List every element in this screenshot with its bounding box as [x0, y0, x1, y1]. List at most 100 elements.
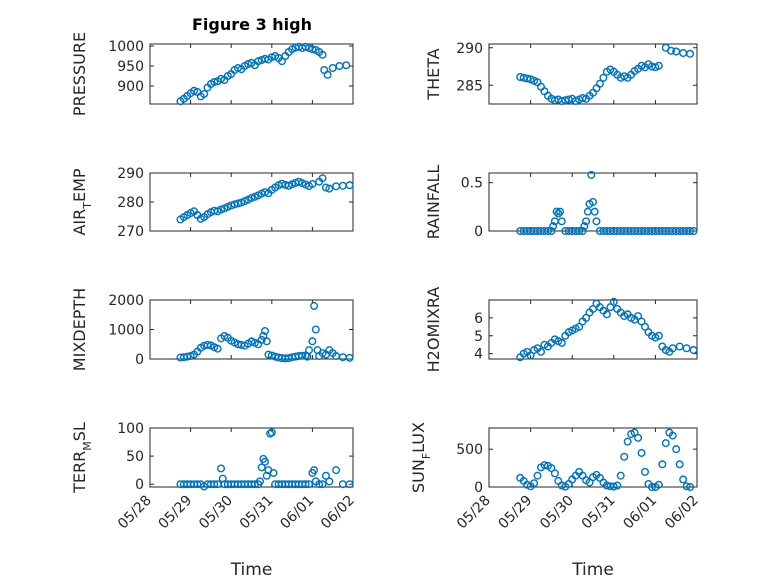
- x-axis-label: Time: [571, 560, 614, 580]
- data-point: [203, 340, 212, 349]
- data-point: [682, 344, 691, 353]
- data-point: [325, 184, 334, 193]
- data-point: [540, 461, 549, 470]
- y-axis-label: AIRTEMP: [70, 168, 94, 235]
- y-tick-label: 0: [474, 224, 483, 240]
- data-point: [578, 93, 587, 102]
- subplot-mixdepth: 0 1000 2000 MIXDEPTH: [70, 288, 354, 371]
- data-point: [301, 480, 310, 489]
- data-point: [602, 310, 611, 319]
- data-point: [654, 331, 663, 340]
- data-point: [217, 464, 226, 473]
- data-point: [557, 338, 566, 347]
- data-point: [647, 483, 656, 492]
- x-tick-label: 05/31: [579, 493, 619, 533]
- y-tick-label: 0: [135, 477, 144, 493]
- data-point: [523, 74, 532, 83]
- x-tick-label: 06/02: [662, 493, 702, 533]
- data-point: [595, 79, 604, 88]
- data-point: [308, 45, 317, 54]
- data-point: [654, 61, 663, 70]
- data-point: [310, 466, 319, 475]
- data-point: [345, 353, 354, 362]
- data-point: [547, 226, 556, 235]
- data-point: [227, 201, 236, 210]
- data-point: [634, 312, 643, 321]
- y-tick-label: 950: [117, 59, 144, 75]
- y-axis-label-sub: M: [81, 441, 94, 451]
- data-point: [686, 226, 695, 235]
- y-axis-label-main: THETA: [424, 48, 443, 100]
- subplot-rainfall: 0 0.5 RAINFALL: [424, 165, 698, 240]
- y-axis-label-main: TERR: [70, 451, 89, 494]
- x-tick-label: 06/01: [620, 493, 660, 533]
- data-point: [321, 183, 330, 192]
- data-point: [308, 180, 317, 189]
- subplot-theta: 285 290 THETA: [424, 41, 698, 105]
- data-point: [550, 469, 559, 478]
- data-point: [609, 482, 618, 491]
- data-point: [634, 433, 643, 442]
- y-tick-label: 290: [456, 41, 483, 57]
- y-tick-label: 2000: [108, 293, 144, 309]
- y-axis-label: PRESSURE: [70, 32, 89, 116]
- data-point: [675, 460, 684, 469]
- data-point: [575, 322, 584, 331]
- data-point: [592, 217, 601, 226]
- y-axis-label-main: RAINFALL: [424, 165, 443, 240]
- y-tick-label: 1000: [108, 39, 144, 55]
- x-tick-label: 06/01: [277, 493, 317, 533]
- data-point: [637, 317, 646, 326]
- data-point: [641, 467, 650, 476]
- data-point: [672, 445, 681, 454]
- data-point: [262, 337, 271, 346]
- data-point: [261, 457, 270, 466]
- data-point: [264, 350, 273, 359]
- y-axis-label-main: PRESSURE: [70, 32, 89, 116]
- y-axis-label-rest: LUX: [409, 422, 428, 453]
- y-tick-label: 100: [117, 421, 144, 437]
- y-axis-label-sub: T: [81, 202, 94, 210]
- y-tick-label: 270: [117, 224, 144, 240]
- data-point: [667, 46, 676, 55]
- y-tick-label: 50: [126, 449, 144, 465]
- axis-box: [488, 427, 698, 488]
- data-point: [623, 437, 632, 446]
- y-tick-label: 4: [474, 347, 483, 363]
- y-tick-label: 0.5: [461, 176, 483, 192]
- data-point: [332, 466, 341, 475]
- data-point: [269, 468, 278, 477]
- x-tick-label: 05/29: [496, 493, 536, 533]
- y-axis-label-main: H2OMIXRA: [424, 287, 443, 373]
- data-point: [658, 460, 667, 469]
- y-axis-label: SUNFLUX: [409, 422, 433, 493]
- data-point: [556, 207, 565, 216]
- data-point: [689, 226, 698, 235]
- y-axis-label: MIXDEPTH: [70, 288, 89, 371]
- y-tick-label: 290: [117, 166, 144, 182]
- y-tick-label: 285: [456, 78, 483, 94]
- data-point: [679, 475, 688, 484]
- y-axis-label-main: AIR: [70, 209, 89, 236]
- y-tick-label: 6: [474, 311, 483, 327]
- x-tick-label: 05/29: [156, 493, 196, 533]
- data-point: [247, 193, 256, 202]
- data-point: [217, 205, 226, 214]
- y-axis-label: H2OMIXRA: [424, 287, 443, 373]
- data-point: [582, 313, 591, 322]
- data-point: [328, 63, 337, 72]
- data-point: [257, 335, 266, 344]
- data-point: [200, 89, 209, 98]
- y-axis-label-main: MIXDEPTH: [70, 288, 89, 371]
- data-point: [210, 77, 219, 86]
- figure-title: Figure 3 high: [192, 15, 312, 34]
- data-point: [308, 337, 317, 346]
- data-point: [668, 344, 677, 353]
- data-point: [606, 303, 615, 312]
- data-point: [582, 217, 591, 226]
- data-point: [599, 73, 608, 82]
- data-point: [213, 344, 222, 353]
- data-point: [587, 170, 596, 179]
